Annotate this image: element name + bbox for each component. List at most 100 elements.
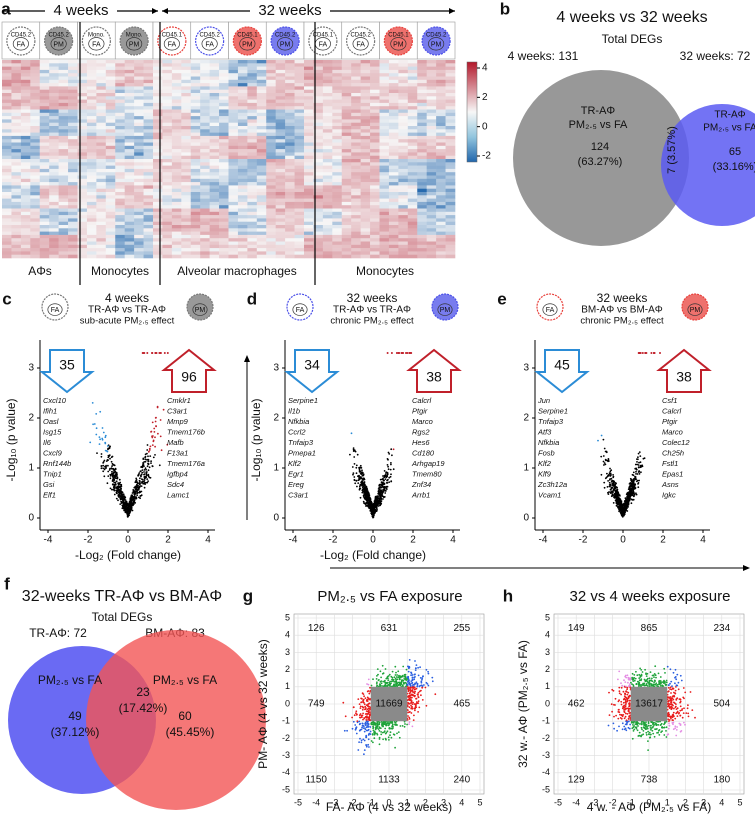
heatmap-cell bbox=[219, 168, 229, 173]
heatmap-cell bbox=[322, 241, 333, 246]
heatmap-cell bbox=[181, 238, 192, 242]
heatmap-cell bbox=[247, 218, 258, 222]
heatmap-cell bbox=[322, 162, 333, 166]
heatmap-cell bbox=[436, 241, 446, 246]
heatmap-cell bbox=[68, 211, 78, 216]
heatmap-cell bbox=[153, 83, 163, 87]
heatmap-cell bbox=[143, 201, 154, 206]
heatmap-cell bbox=[86, 93, 97, 97]
gene-point bbox=[140, 478, 143, 480]
heatmap-cell bbox=[68, 225, 78, 229]
heatmap-cell bbox=[153, 248, 163, 252]
gene-point bbox=[374, 506, 376, 508]
heatmap-cell bbox=[77, 73, 88, 77]
heatmap-cell bbox=[39, 162, 50, 166]
heatmap-cell bbox=[285, 168, 295, 173]
heatmap-cell bbox=[86, 162, 97, 166]
gene-point bbox=[136, 481, 139, 484]
heatmap-cell bbox=[134, 139, 144, 143]
heatmap-cell bbox=[370, 142, 380, 147]
heatmap-cell bbox=[219, 102, 229, 107]
heatmap-cell bbox=[256, 231, 267, 236]
heatmap-cell bbox=[77, 122, 88, 127]
heatmap-cell bbox=[20, 135, 31, 140]
heatmap-cell bbox=[86, 122, 97, 127]
heatmap-cell bbox=[360, 155, 371, 160]
colorbar bbox=[466, 61, 478, 163]
heatmap-cell bbox=[20, 182, 31, 186]
heatmap-cell bbox=[200, 142, 210, 147]
heatmap-cell bbox=[58, 119, 69, 123]
heatmap-cell bbox=[143, 241, 154, 246]
heatmap-cell bbox=[266, 165, 276, 170]
heatmap-cell bbox=[200, 188, 210, 193]
gene-point bbox=[123, 506, 125, 509]
heatmap-cell bbox=[370, 185, 380, 189]
y-tick-label: 0 bbox=[523, 513, 529, 524]
heatmap-cell bbox=[153, 129, 163, 133]
heatmap-cell bbox=[2, 93, 12, 97]
heatmap-cell bbox=[407, 109, 418, 114]
heatmap-cell bbox=[266, 251, 276, 255]
heatmap-cell bbox=[181, 76, 192, 81]
heatmap-cell bbox=[285, 192, 295, 196]
panel-label: d bbox=[247, 289, 257, 308]
heatmap-cell bbox=[445, 93, 456, 97]
heatmap-cell bbox=[115, 89, 125, 94]
heatmap-cell bbox=[20, 109, 31, 114]
heatmap-cell bbox=[332, 132, 343, 137]
heatmap-cell bbox=[77, 198, 88, 203]
heatmap-cell bbox=[2, 178, 12, 183]
heatmap-cell bbox=[171, 60, 182, 64]
heatmap-cell bbox=[30, 178, 41, 183]
heatmap-cell bbox=[30, 215, 41, 219]
heatmap-cell bbox=[294, 188, 305, 193]
heatmap-cell bbox=[256, 99, 267, 104]
sample-icon: CD45.1PM bbox=[232, 26, 262, 56]
heatmap-cell bbox=[58, 76, 69, 81]
heatmap-cell bbox=[398, 83, 409, 87]
heatmap-cell bbox=[370, 93, 380, 97]
heatmap-cell bbox=[143, 238, 154, 242]
heatmap-cell bbox=[171, 195, 182, 199]
heatmap-cell bbox=[407, 155, 418, 160]
heatmap-cell bbox=[322, 132, 333, 137]
heatmap-cell bbox=[153, 60, 163, 64]
x-tick-label: 0 bbox=[620, 535, 626, 546]
icon-label: FA bbox=[296, 307, 305, 314]
heatmap-cell bbox=[322, 168, 333, 173]
heatmap-cell bbox=[49, 165, 59, 170]
heatmap-cell bbox=[162, 162, 173, 166]
heatmap-cell bbox=[86, 119, 97, 123]
heatmap-cell bbox=[96, 76, 107, 81]
heatmap-cell bbox=[417, 198, 427, 203]
heatmap-cell bbox=[115, 102, 125, 107]
heatmap-cell bbox=[153, 201, 163, 206]
gene-point bbox=[349, 453, 351, 456]
heatmap-cell bbox=[20, 241, 31, 246]
heatmap-cell bbox=[445, 175, 456, 180]
heatmap-cell bbox=[304, 129, 314, 133]
heatmap-cell bbox=[256, 155, 267, 160]
sample-icon: CD45.1FA bbox=[308, 26, 338, 56]
heatmap-cell bbox=[332, 89, 343, 94]
heatmap-cell bbox=[86, 79, 97, 84]
heatmap-cell bbox=[388, 79, 399, 84]
heatmap-cell bbox=[219, 155, 229, 160]
heatmap-cell bbox=[407, 201, 418, 206]
heatmap-cell bbox=[426, 231, 437, 236]
heatmap-cell bbox=[2, 99, 12, 104]
heatmap-cell bbox=[219, 149, 229, 153]
gene-point bbox=[374, 508, 376, 511]
heatmap-cell bbox=[436, 93, 446, 97]
heatmap-cell bbox=[181, 175, 192, 180]
gene-point bbox=[89, 441, 92, 444]
heatmap-cell bbox=[86, 63, 97, 67]
heatmap-cell bbox=[379, 119, 390, 123]
gene-point bbox=[377, 503, 379, 506]
heatmap-cell bbox=[20, 102, 31, 107]
heatmap-cell bbox=[30, 63, 41, 67]
heatmap-cell bbox=[313, 211, 324, 216]
heatmap-cell bbox=[436, 129, 446, 133]
sample-icon: FA bbox=[41, 293, 69, 321]
